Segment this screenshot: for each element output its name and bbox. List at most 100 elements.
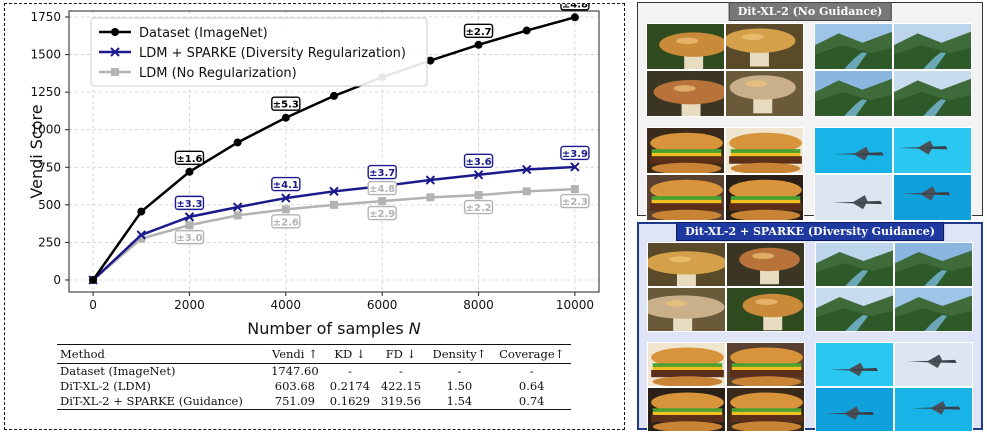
- x-tick-label: 2000: [174, 298, 205, 312]
- cell: 1.50: [446, 379, 473, 393]
- error-label: ±3.0: [176, 233, 202, 244]
- data-point: [570, 185, 579, 194]
- valley-sample-image: [814, 70, 893, 117]
- cell: 751.09: [274, 394, 315, 408]
- y-tick-label: 250: [38, 235, 61, 249]
- y-tick-label: 500: [38, 198, 61, 212]
- error-label-box: [271, 96, 301, 111]
- error-label: ±2.7: [465, 27, 491, 38]
- jet-sample-image: [814, 174, 893, 221]
- no-guidance-panel: Dit-XL-2 (No Guidance): [637, 2, 983, 221]
- data-point: [522, 187, 531, 196]
- burger-sample-image: [725, 174, 804, 221]
- data-point: [474, 191, 483, 200]
- legend-label: LDM + SPARKE (Diversity Regularization): [139, 46, 406, 61]
- legend-label: LDM (No Regularization): [139, 66, 297, 81]
- burger-sample-image: [725, 127, 804, 174]
- error-label: ±3.3: [176, 199, 202, 210]
- data-point: [232, 202, 243, 212]
- metrics-table: Method Vendi ↑ KD ↓ FD ↓ Density↑ Covera…: [57, 344, 571, 410]
- series-line: [92, 165, 575, 281]
- x-tick-label: 10000: [556, 298, 594, 312]
- legend-marker: [111, 28, 119, 36]
- no-guidance-title: Dit-XL-2 (No Guidance): [728, 2, 892, 21]
- jet-sample-image: [894, 387, 973, 432]
- mushroom-sample-image: [647, 287, 726, 332]
- header-fd: FD ↓: [385, 347, 417, 361]
- cell: -: [399, 364, 403, 378]
- data-point: [330, 200, 338, 209]
- error-label: ±3.6: [465, 157, 491, 168]
- data-point: [184, 212, 195, 222]
- metrics-table-wrap: Method Vendi ↑ KD ↓ FD ↓ Density↑ Covera…: [57, 344, 571, 410]
- error-label-box: [463, 153, 494, 168]
- mushroom-sample-image: [726, 242, 805, 287]
- table-row: Dataset (ImageNet) 1747.60 - - - -: [57, 364, 571, 380]
- data-point: [233, 211, 242, 220]
- data-point: [426, 193, 435, 202]
- y-tick-label: 1000: [30, 123, 61, 137]
- burger-sample-image: [646, 174, 725, 221]
- error-label-box: [174, 195, 205, 211]
- cell: 1.54: [446, 394, 473, 408]
- burger-sample-image: [726, 342, 805, 387]
- valley-sample-image: [814, 23, 893, 70]
- chart-panel: 0 2000 4000 6000 8000 10000 0 250 500 750 1000 1250…: [4, 3, 625, 430]
- header-density: Density↑: [432, 347, 487, 361]
- burger-sample-image: [647, 342, 726, 387]
- valley-sample-image: [893, 70, 972, 117]
- valley-sample-image: [815, 287, 894, 332]
- x-tick-label: 4000: [271, 298, 302, 312]
- valley-sample-image: [893, 23, 972, 70]
- cell: -: [457, 364, 462, 378]
- jet-sample-image: [815, 387, 894, 432]
- error-label: ±1.6: [176, 154, 202, 165]
- error-label: ±3.9: [562, 149, 588, 160]
- data-point: [137, 234, 146, 243]
- header-method: Method: [60, 347, 105, 361]
- plot-frame: [68, 10, 600, 293]
- y-axis-label: Vendi Score: [27, 104, 46, 198]
- cell: 0.2174: [329, 379, 371, 393]
- error-label-box: [271, 176, 301, 192]
- error-label-box: [271, 214, 301, 229]
- error-label-box: [367, 164, 397, 180]
- vendi-line-chart: 0 2000 4000 6000 8000 10000 0 250 500 750 1000 1250…: [27, 4, 600, 338]
- data-point: [570, 13, 579, 22]
- cell: 603.68: [274, 379, 315, 393]
- error-label-box: [560, 4, 590, 11]
- error-label-box: [560, 145, 590, 161]
- error-label: ±4.8: [562, 4, 588, 10]
- y-tick-label: 1750: [30, 10, 61, 24]
- data-point: [426, 56, 435, 65]
- valley-sample-image: [894, 242, 973, 287]
- cell: -: [529, 364, 534, 378]
- x-tick-label: 6000: [367, 298, 398, 312]
- cell: DiT-XL-2 (LDM): [60, 379, 151, 393]
- jet-sample-image: [893, 127, 972, 174]
- error-label-box: [560, 193, 590, 209]
- mushroom-sample-image: [646, 70, 725, 117]
- valley-sample-image: [815, 242, 894, 287]
- data-point: [522, 26, 531, 35]
- error-label: ±2.2: [465, 203, 491, 214]
- data-point: [330, 91, 338, 100]
- cell: 422.15: [380, 379, 422, 393]
- header-kd: KD ↓: [334, 347, 366, 361]
- y-tick-label: 750: [38, 160, 61, 174]
- x-tick-label: 8000: [463, 298, 494, 312]
- data-point: [570, 162, 580, 172]
- sparke-guidance-title: Dit-XL-2 + SPARKE (Diversity Guidance): [676, 222, 944, 241]
- cell: -: [347, 364, 352, 378]
- error-label: ±4.8: [369, 184, 395, 195]
- jet-sample-image: [814, 127, 893, 174]
- burger-sample-image: [726, 387, 805, 432]
- sparke-guidance-panel: Dit-XL-2 + SPARKE (Diversity Guidance): [637, 222, 983, 432]
- burger-sample-image: [646, 127, 725, 174]
- burger-sample-image: [647, 387, 726, 432]
- data-point: [329, 186, 339, 197]
- legend-label: Dataset (ImageNet): [139, 26, 268, 41]
- cell: 0.1629: [329, 394, 371, 408]
- error-label-box: [367, 180, 397, 196]
- error-label: ±2.3: [562, 197, 588, 208]
